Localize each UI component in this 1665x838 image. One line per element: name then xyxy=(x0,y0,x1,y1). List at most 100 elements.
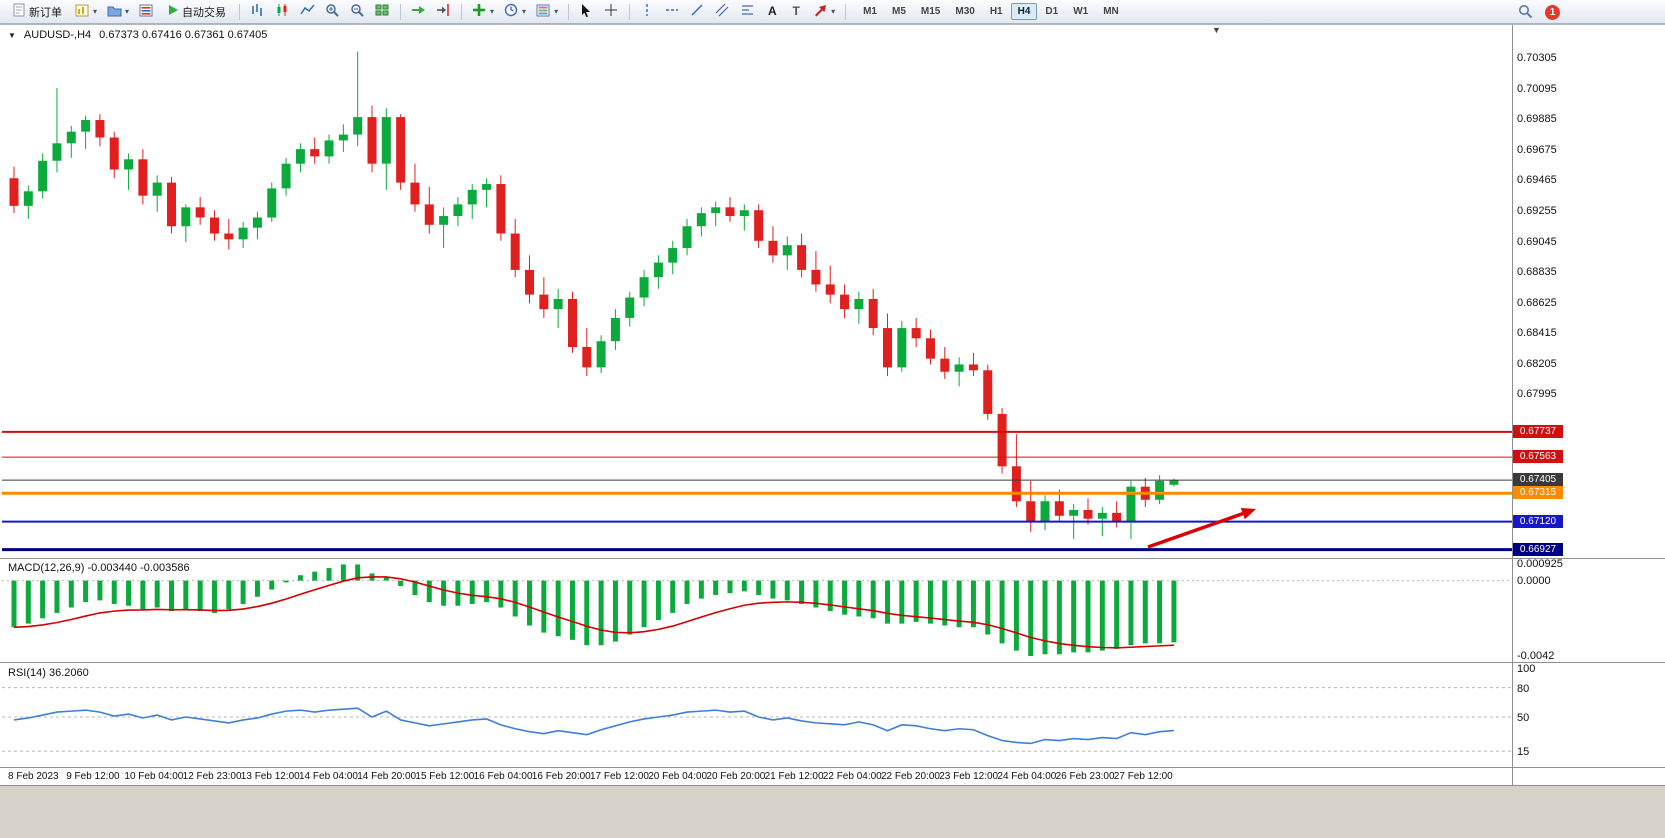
macd-signal-line[interactable] xyxy=(13,576,1174,649)
timeframe-button-h1[interactable]: H1 xyxy=(989,6,1003,17)
profiles-button[interactable]: ▾ xyxy=(103,2,133,21)
panel-separators[interactable] xyxy=(0,24,1665,786)
new-chart-caret-icon: ▾ xyxy=(93,6,98,16)
toolbar-right-cluster: 1 xyxy=(1514,3,1560,22)
text-label-button[interactable]: T xyxy=(785,2,807,21)
search-button[interactable] xyxy=(1514,3,1537,22)
timeframe-button-mn[interactable]: MN xyxy=(1103,6,1119,17)
price-level-tag: 0.67405 xyxy=(1513,473,1563,487)
arrows-button[interactable]: ▾ xyxy=(809,2,839,21)
auto-scroll-button[interactable] xyxy=(407,2,430,21)
macd-scale-label: 0.0000 xyxy=(1517,574,1551,587)
auto-scroll-icon xyxy=(411,3,426,20)
toolbar-separator xyxy=(629,3,631,20)
chart-menu-icon[interactable]: ▼ xyxy=(8,30,16,40)
periods-caret-icon: ▾ xyxy=(522,6,527,16)
new-order-label: 新订单 xyxy=(29,6,62,19)
templates-button[interactable]: ▾ xyxy=(532,2,562,21)
text-icon: A xyxy=(766,3,779,20)
price-axis-label: 0.67995 xyxy=(1517,388,1557,401)
chart-ohlc: 0.67373 0.67416 0.67361 0.67405 xyxy=(99,29,268,41)
arrows-icon xyxy=(813,3,828,21)
indicators-button[interactable]: ▾ xyxy=(468,2,498,21)
price-axis-label: 0.69045 xyxy=(1517,235,1557,248)
chart-shift-button[interactable] xyxy=(432,2,455,21)
price-axis-label: 0.69675 xyxy=(1517,143,1557,156)
autotrading-button[interactable]: 自动交易 xyxy=(160,2,233,21)
candles-series[interactable] xyxy=(9,51,1179,540)
cursor-button[interactable] xyxy=(575,2,598,21)
time-axis-label: 14 Feb 04:00 xyxy=(299,771,358,782)
time-axis-label: 17 Feb 12:00 xyxy=(590,771,649,782)
crosshair-button[interactable] xyxy=(600,2,623,21)
trend-arrow-annotation[interactable] xyxy=(1147,507,1256,549)
time-axis-label: 21 Feb 12:00 xyxy=(764,771,824,782)
time-axis-label: 10 Feb 04:00 xyxy=(124,771,184,782)
candlestick-chart-button[interactable] xyxy=(271,2,294,21)
timeframe-button-m5[interactable]: M5 xyxy=(892,6,906,17)
bar-chart-button[interactable] xyxy=(246,2,269,21)
price-axis-label: 0.68415 xyxy=(1517,327,1557,340)
line-chart-button[interactable] xyxy=(296,2,319,21)
window-bottom-strip xyxy=(0,786,1665,838)
time-axis-label: 14 Feb 20:00 xyxy=(357,771,417,782)
chart-symbol-period: AUDUSD-,H4 xyxy=(23,29,92,41)
price-level-tag: 0.67315 xyxy=(1513,486,1563,500)
trendline-icon xyxy=(690,3,705,21)
price-level-tag: 0.66927 xyxy=(1513,542,1563,556)
text-button[interactable]: A xyxy=(761,2,783,21)
fibonacci-button[interactable] xyxy=(736,2,759,21)
time-axis-label: 27 Feb 12:00 xyxy=(1113,771,1173,782)
timeframe-button-d1[interactable]: D1 xyxy=(1045,6,1059,17)
price-axis-label: 0.68835 xyxy=(1517,266,1557,279)
search-icon xyxy=(1518,4,1533,22)
svg-text:T: T xyxy=(792,4,800,17)
tile-windows-icon xyxy=(375,3,390,21)
timeframe-button-h4[interactable]: H4 xyxy=(1010,3,1038,20)
cursor-icon xyxy=(579,3,594,21)
rsi-scale-label: 15 xyxy=(1517,746,1530,759)
price-level-tag: 0.67737 xyxy=(1513,424,1563,438)
timeframe-button-m1[interactable]: M1 xyxy=(863,6,877,17)
periods-button[interactable]: ▾ xyxy=(500,2,530,21)
market-watch-button[interactable] xyxy=(135,2,158,21)
trendline-button[interactable] xyxy=(686,2,709,21)
time-axis-label: 8 Feb 2023 xyxy=(8,771,59,782)
toolbar-separator xyxy=(568,3,570,20)
macd-indicator-label: MACD(12,26,9) -0.003440 -0.003586 xyxy=(8,562,190,574)
channel-button[interactable] xyxy=(711,2,734,21)
candlestick-chart-icon xyxy=(275,3,290,20)
new-order-button[interactable]: 新订单 xyxy=(6,2,69,21)
price-axis-label: 0.69885 xyxy=(1517,113,1557,126)
autotrading-label: 自动交易 xyxy=(182,6,227,19)
toolbar-separator xyxy=(239,3,241,20)
time-axis-label: 20 Feb 20:00 xyxy=(706,771,766,782)
zoom-in-button[interactable] xyxy=(321,2,344,21)
timeframe-button-m30[interactable]: M30 xyxy=(955,6,975,17)
fibonacci-retracement-icon xyxy=(740,3,755,21)
autotrading-play-icon xyxy=(167,4,179,19)
time-axis-label: 12 Feb 23:00 xyxy=(182,771,242,782)
notification-badge[interactable]: 1 xyxy=(1545,5,1560,20)
time-axis-label: 22 Feb 04:00 xyxy=(822,771,882,782)
price-levels[interactable] xyxy=(2,430,1512,552)
time-axis-label: 22 Feb 20:00 xyxy=(881,771,940,782)
timeframe-button-m15[interactable]: M15 xyxy=(920,6,941,17)
profiles-caret-icon: ▾ xyxy=(125,6,130,16)
chart-title: ▼ AUDUSD-,H4 0.67373 0.67416 0.67361 0.6… xyxy=(8,29,267,41)
zoom-out-button[interactable] xyxy=(346,2,369,21)
horizontal-line-icon xyxy=(665,3,680,21)
chart-shift-marker[interactable]: ▼ xyxy=(1212,25,1221,35)
new-chart-button[interactable]: ▾ xyxy=(71,2,101,21)
time-axis-label: 20 Feb 04:00 xyxy=(648,771,708,782)
zoom-in-icon xyxy=(325,3,340,21)
toolbar: 新订单 ▾ ▾ 自动交易 ▾ ▾ ▾ A T ▾ M1 M5 M15 M30 H1 H4 D… xyxy=(0,0,1665,24)
tile-windows-button[interactable] xyxy=(371,2,394,21)
rsi-line[interactable] xyxy=(13,707,1174,745)
time-axis-label: 16 Feb 20:00 xyxy=(531,771,591,782)
timeframe-button-w1[interactable]: W1 xyxy=(1073,6,1089,17)
vertical-line-button[interactable] xyxy=(636,2,659,21)
horizontal-line-button[interactable] xyxy=(661,2,684,21)
crosshair-icon xyxy=(604,3,619,21)
